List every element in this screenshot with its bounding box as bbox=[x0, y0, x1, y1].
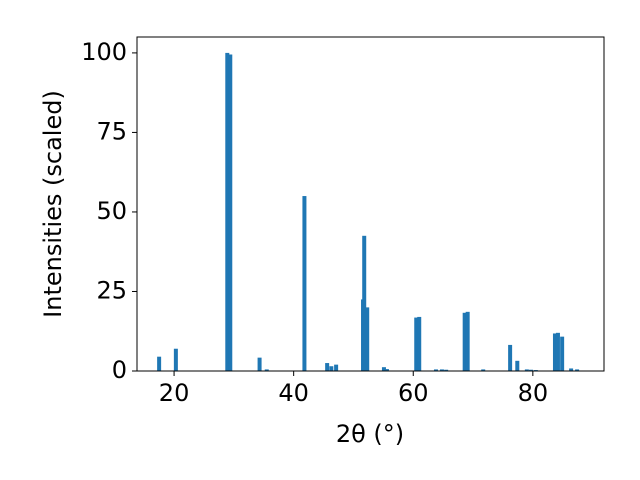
bar bbox=[264, 369, 269, 371]
bar bbox=[325, 363, 330, 371]
bar bbox=[462, 312, 467, 371]
bar bbox=[524, 369, 529, 371]
bar bbox=[444, 369, 449, 371]
bar bbox=[465, 311, 470, 371]
bar bbox=[173, 348, 178, 371]
y-axis-label: Intensities (scaled) bbox=[39, 90, 67, 318]
bar bbox=[257, 357, 262, 371]
x-tick-label: 60 bbox=[398, 379, 429, 407]
bar bbox=[417, 316, 422, 371]
bar bbox=[552, 333, 557, 371]
bar bbox=[575, 369, 580, 371]
bar bbox=[381, 367, 386, 371]
bar bbox=[515, 360, 520, 371]
bar bbox=[414, 317, 419, 371]
y-tick-label: 50 bbox=[96, 197, 127, 225]
bar bbox=[384, 369, 389, 371]
x-tick-label: 20 bbox=[159, 379, 190, 407]
bar bbox=[329, 366, 334, 371]
bar bbox=[481, 369, 486, 371]
x-axis-label: 2θ (°) bbox=[336, 420, 404, 448]
bar bbox=[228, 54, 233, 371]
y-tick-label: 0 bbox=[112, 356, 127, 384]
bar bbox=[157, 356, 162, 371]
bar bbox=[529, 369, 534, 371]
y-tick-label: 100 bbox=[81, 38, 127, 66]
bar bbox=[439, 369, 444, 371]
bar bbox=[555, 332, 560, 371]
bar bbox=[365, 307, 370, 371]
bar bbox=[334, 364, 339, 371]
bar bbox=[433, 369, 438, 371]
x-tick-label: 80 bbox=[518, 379, 549, 407]
bar bbox=[560, 336, 565, 371]
plot-frame bbox=[136, 36, 605, 372]
y-tick-label: 25 bbox=[96, 276, 127, 304]
y-tick-label: 75 bbox=[96, 117, 127, 145]
bar bbox=[508, 344, 513, 371]
x-tick-label: 40 bbox=[278, 379, 309, 407]
bar bbox=[225, 52, 230, 372]
bar bbox=[302, 196, 307, 371]
bar bbox=[362, 235, 367, 371]
bar bbox=[569, 368, 574, 371]
